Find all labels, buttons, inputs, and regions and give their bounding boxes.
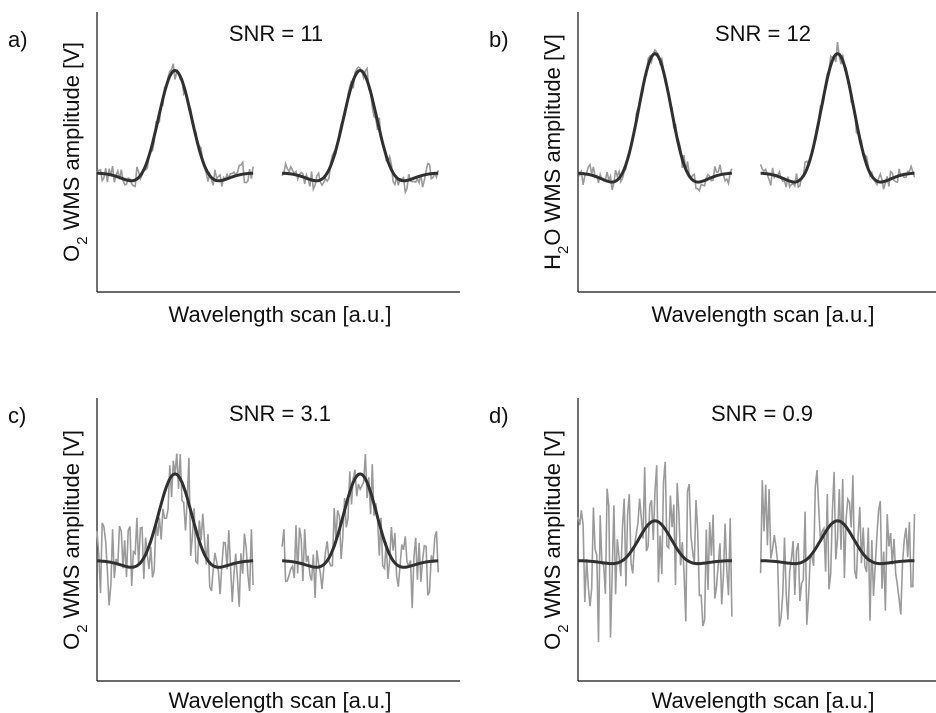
y-label-main: O bbox=[540, 633, 565, 650]
panel-label: c) bbox=[8, 403, 26, 428]
x-axis-label: Wavelength scan [a.u.] bbox=[652, 688, 875, 713]
chart-title: SNR = 3.1 bbox=[229, 401, 331, 426]
plot-area bbox=[577, 41, 916, 193]
x-axis-label: Wavelength scan [a.u.] bbox=[652, 302, 875, 327]
x-axis-label: Wavelength scan [a.u.] bbox=[169, 302, 392, 327]
y-axis-label: H2O WMS amplitude [V] bbox=[540, 34, 572, 270]
y-label-main: O bbox=[59, 245, 84, 262]
plot-area bbox=[96, 63, 439, 196]
y-label-rest: WMS amplitude [V] bbox=[59, 430, 84, 624]
y-label-subscript: 2 bbox=[74, 624, 91, 632]
y-label-subscript: 2 bbox=[74, 236, 91, 244]
y-label-rest: O WMS amplitude [V] bbox=[540, 34, 565, 246]
panel-d: d) SNR = 0.9 O2 WMS amplitude [V] Wavele… bbox=[489, 398, 936, 713]
measured-line bbox=[577, 461, 733, 643]
fit-line bbox=[96, 68, 254, 183]
measured-line bbox=[96, 63, 254, 188]
fit-line bbox=[760, 519, 915, 566]
measured-line bbox=[281, 66, 439, 196]
y-label-subscript: 2 bbox=[555, 246, 572, 254]
y-label-rest: WMS amplitude [V] bbox=[59, 42, 84, 236]
fit-line bbox=[577, 52, 732, 184]
fit-line bbox=[282, 472, 439, 569]
plot-area bbox=[96, 453, 439, 609]
measured-line bbox=[96, 453, 254, 607]
measured-line bbox=[281, 454, 439, 609]
fit-line bbox=[578, 519, 732, 566]
panel-label: d) bbox=[489, 403, 509, 428]
x-axis-label: Wavelength scan [a.u.] bbox=[169, 688, 392, 713]
fit-line bbox=[282, 68, 439, 183]
panel-a: a) SNR = 11 O2 WMS amplitude [V] Wavelen… bbox=[8, 12, 460, 327]
panel-label: b) bbox=[489, 27, 509, 52]
y-label-main: O bbox=[59, 633, 84, 650]
fit-line bbox=[760, 52, 915, 184]
y-label-subscript: 2 bbox=[555, 624, 572, 632]
y-axis-label: O2 WMS amplitude [V] bbox=[59, 430, 91, 650]
panel-label: a) bbox=[8, 27, 28, 52]
measured-line bbox=[759, 41, 916, 190]
y-label-main: H bbox=[540, 254, 565, 270]
y-axis-label: O2 WMS amplitude [V] bbox=[540, 430, 572, 650]
fit-line bbox=[96, 472, 254, 569]
y-label-rest: WMS amplitude [V] bbox=[540, 430, 565, 624]
chart-title: SNR = 11 bbox=[229, 21, 323, 46]
chart-title: SNR = 0.9 bbox=[711, 401, 813, 426]
panel-c: c) SNR = 3.1 O2 WMS amplitude [V] Wavele… bbox=[8, 398, 460, 713]
measured-line bbox=[577, 48, 733, 193]
plot-area bbox=[577, 461, 916, 643]
measured-line bbox=[759, 470, 916, 627]
chart-title: SNR = 12 bbox=[715, 21, 811, 46]
panel-b: b) SNR = 12 H2O WMS amplitude [V] Wavele… bbox=[489, 12, 936, 327]
y-axis-label: O2 WMS amplitude [V] bbox=[59, 42, 91, 262]
